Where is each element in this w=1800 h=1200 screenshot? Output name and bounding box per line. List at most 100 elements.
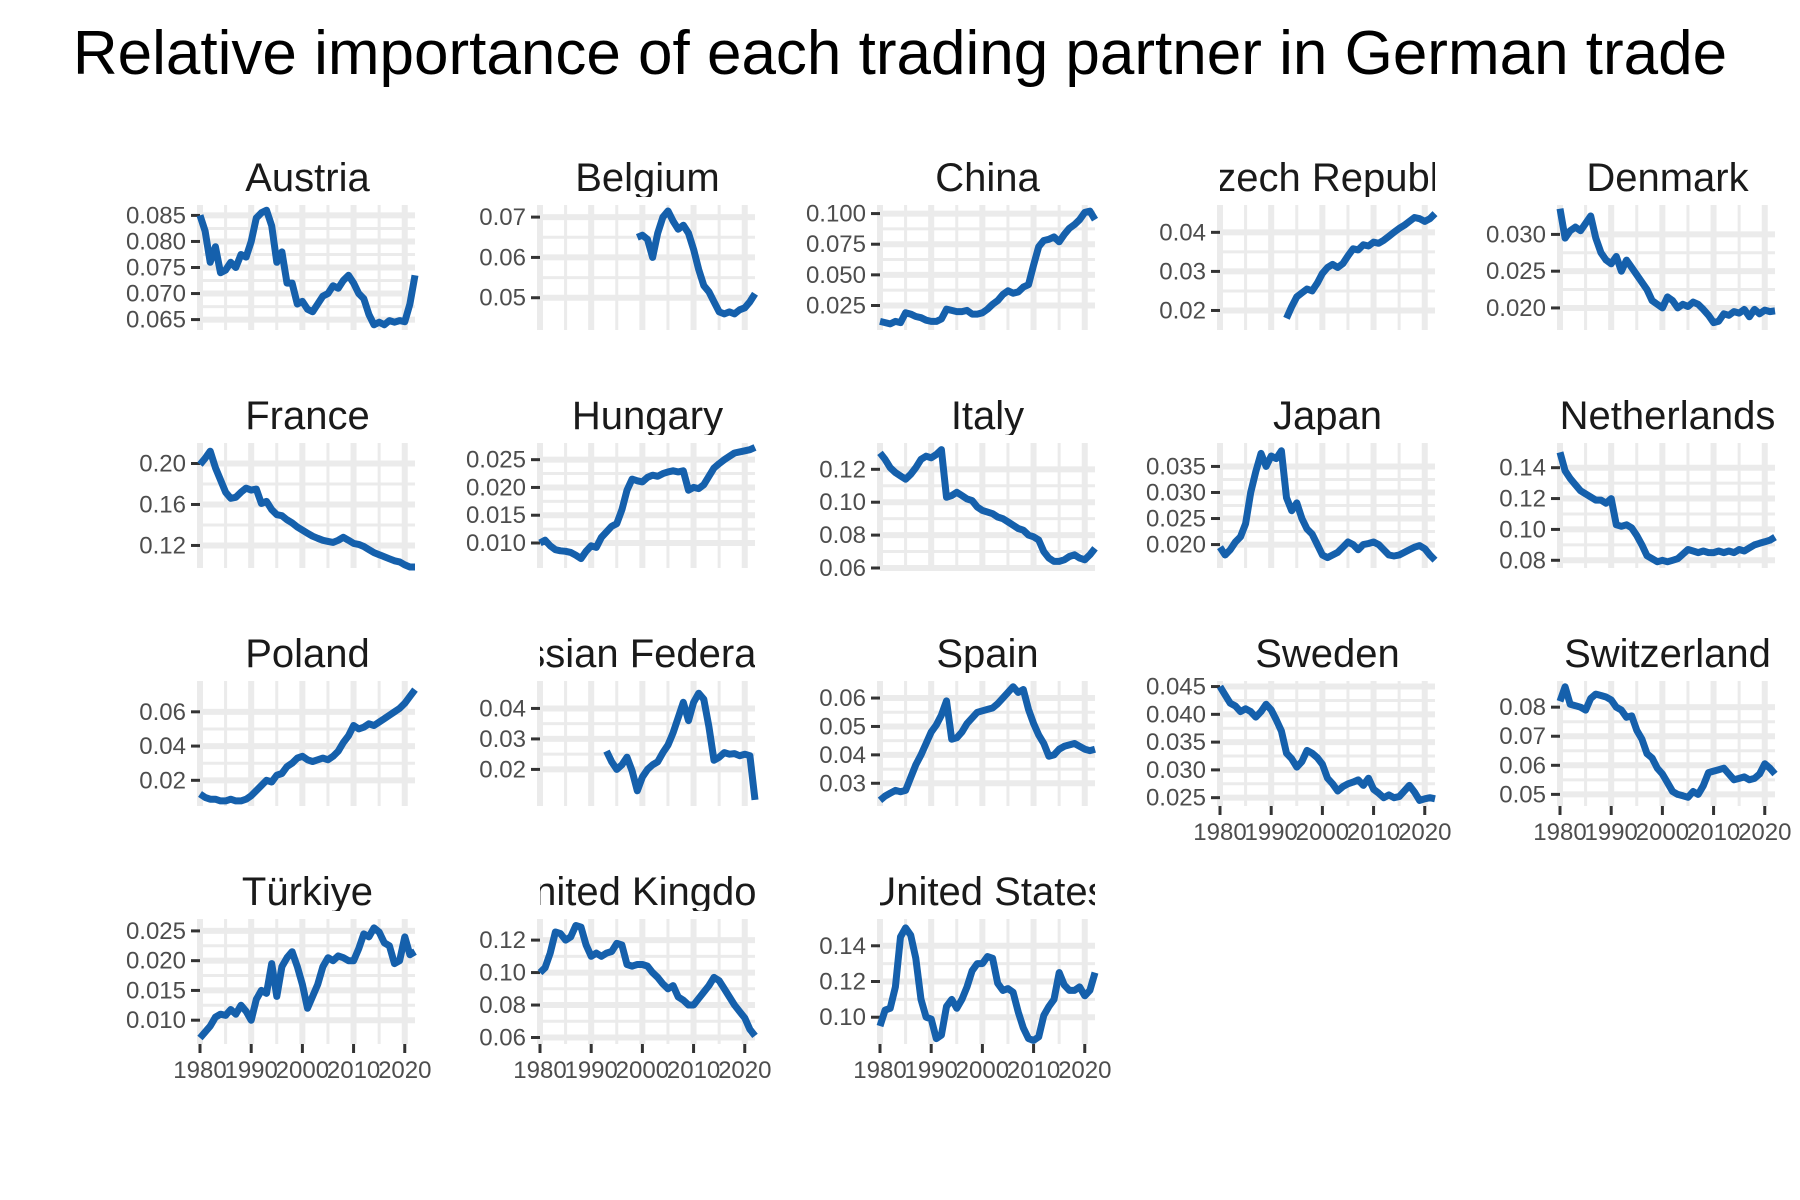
gridlines — [877, 205, 1095, 330]
y-tick-label: 0.04 — [1159, 219, 1206, 246]
x-tick-label: 2000 — [276, 1057, 329, 1084]
series-line-denmark — [1556, 208, 1776, 327]
series-line-hungary — [538, 444, 757, 563]
x-tick-label: 2010 — [667, 1057, 720, 1084]
panel-title-belgium: Belgium — [575, 156, 720, 200]
panel-united-states: United States 0.10 0.12 0.14 198019902000201… — [819, 870, 1111, 1084]
y-tick-label: 0.025 — [1146, 506, 1206, 533]
y-tick-label: 0.08 — [479, 992, 526, 1019]
panel-title-switzerland: Switzerland — [1564, 632, 1771, 676]
gridlines — [1217, 443, 1435, 568]
y-tick-label: 0.06 — [1499, 752, 1546, 779]
y-tick-label: 0.07 — [479, 204, 526, 231]
series-line-united-states — [876, 924, 1099, 1044]
y-tick-label: 0.08 — [1499, 547, 1546, 574]
y-tick-label: 0.065 — [126, 307, 186, 334]
y-tick-label: 0.030 — [1146, 479, 1206, 506]
x-tick-label: 1990 — [904, 1057, 957, 1084]
panel-turkiye: Türkiye0.0100.0150.0200.0251980199020002… — [126, 870, 432, 1084]
panel-poland: Poland 0.02 0.04 0.06 — [139, 632, 418, 806]
series-line-russian-federation — [603, 689, 759, 801]
panel-title-poland: Poland — [245, 632, 370, 676]
y-tick-label: 0.12 — [479, 927, 526, 954]
series-line-spain — [877, 683, 1096, 804]
gridlines — [537, 919, 755, 1044]
y-tick-label: 0.05 — [1499, 781, 1546, 808]
y-tick-label: 0.015 — [466, 502, 526, 529]
x-tick-label: 2020 — [378, 1057, 431, 1084]
y-tick-label: 0.10 — [1499, 516, 1546, 543]
y-tick-label: 0.035 — [1146, 453, 1206, 480]
gridlines — [877, 681, 1095, 806]
series-line-japan — [1217, 447, 1438, 563]
x-tick-label: 2020 — [1398, 819, 1451, 846]
series-line-poland — [198, 687, 418, 805]
chart-title: Relative importance of each trading part… — [73, 19, 1727, 88]
y-tick-label: 0.085 — [126, 202, 186, 229]
panel-sweden: Sweden0.0250.0300.0350.0400.045198019902… — [1146, 632, 1452, 846]
y-tick-label: 0.12 — [1499, 486, 1546, 513]
y-tick-label: 0.025 — [1486, 258, 1546, 285]
y-tick-label: 0.040 — [1146, 701, 1206, 728]
panel-title-austria: Austria — [245, 156, 370, 200]
y-tick-label: 0.035 — [1146, 729, 1206, 756]
panel-title-czech-republic: Czech Republic — [1187, 156, 1467, 200]
y-tick-label: 0.02 — [1159, 297, 1206, 324]
y-tick-label: 0.030 — [1146, 757, 1206, 784]
panel-denmark: Denmark 0.020 0.025 0.030 — [1486, 156, 1776, 330]
panel-title-hungary: Hungary — [572, 394, 723, 438]
x-tick-label: 2010 — [1007, 1057, 1060, 1084]
series-line-austria — [196, 206, 419, 329]
y-tick-label: 0.010 — [466, 530, 526, 557]
y-tick-label: 0.075 — [806, 231, 866, 258]
y-tick-label: 0.015 — [126, 977, 186, 1004]
panel-title-netherlands: Netherlands — [1560, 394, 1776, 438]
y-tick-label: 0.10 — [819, 489, 866, 516]
y-tick-label: 0.06 — [479, 1025, 526, 1052]
y-tick-label: 0.020 — [126, 948, 186, 975]
series-line-switzerland — [1556, 683, 1778, 801]
panel-spain: Spain 0.030.040.050.06 — [819, 632, 1096, 806]
x-tick-label: 1980 — [1193, 819, 1246, 846]
series-line-belgium — [635, 207, 758, 318]
series-line-netherlands — [1556, 451, 1777, 566]
y-tick-label: 0.14 — [819, 933, 866, 960]
facet-panels: Austria0.0650.0700.0750.0800.085Belgium0… — [126, 156, 1792, 1084]
panel-title-turkiye: Türkiye — [242, 870, 373, 914]
y-tick-label: 0.025 — [806, 292, 866, 319]
y-tick-label: 0.14 — [1499, 455, 1546, 482]
x-tick-label: 2000 — [616, 1057, 669, 1084]
x-tick-label: 1980 — [1533, 819, 1586, 846]
panel-title-france: France — [245, 394, 370, 438]
panel-title-japan: Japan — [1273, 394, 1382, 438]
panel-switzerland: Switzerland0.050.060.070.081980199020002… — [1499, 632, 1791, 846]
gridlines — [197, 681, 415, 806]
panel-france: France 0.12 0.16 0.20 — [139, 394, 415, 571]
y-tick-label: 0.020 — [1146, 532, 1206, 559]
series-line-china — [879, 207, 1099, 328]
panel-title-russian-federation: Russian Federation — [474, 632, 821, 676]
y-tick-label: 0.06 — [819, 685, 866, 712]
y-tick-label: 0.08 — [1499, 694, 1546, 721]
x-tick-label: 2000 — [1296, 819, 1349, 846]
x-tick-label: 1990 — [1584, 819, 1637, 846]
y-tick-label: 0.10 — [479, 960, 526, 987]
x-tick-label: 2010 — [1347, 819, 1400, 846]
y-tick-label: 0.06 — [479, 244, 526, 271]
panel-title-denmark: Denmark — [1586, 156, 1749, 200]
x-tick-label: 1980 — [853, 1057, 906, 1084]
panel-title-china: China — [935, 156, 1040, 200]
x-tick-label: 2020 — [1058, 1057, 1111, 1084]
panel-title-united-kingdom: United Kingdom — [505, 870, 790, 914]
y-tick-label: 0.04 — [479, 695, 526, 722]
gridlines — [537, 443, 755, 568]
gridlines — [197, 919, 415, 1044]
y-tick-label: 0.06 — [819, 555, 866, 582]
panel-russian-federation: Russian Federation 0.02 0.03 0.04 — [474, 632, 821, 806]
panel-title-sweden: Sweden — [1255, 632, 1400, 676]
panel-background — [880, 443, 1095, 568]
y-tick-label: 0.080 — [126, 228, 186, 255]
y-tick-label: 0.12 — [819, 969, 866, 996]
